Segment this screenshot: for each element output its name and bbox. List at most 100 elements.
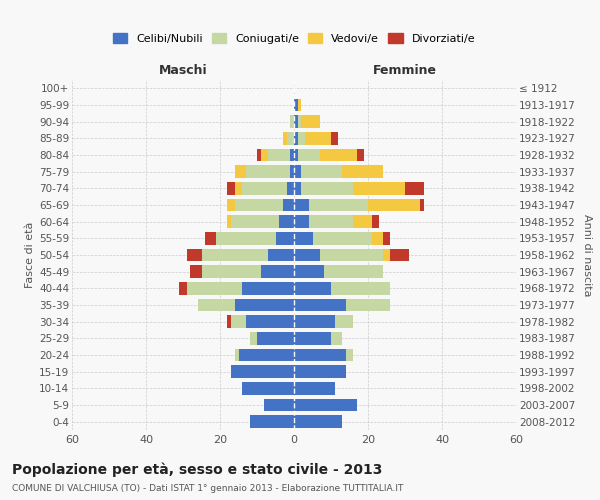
Bar [331,132,338,144]
Bar [368,199,420,211]
Bar [294,399,357,411]
Bar [294,382,335,394]
Bar [323,266,383,278]
Bar [246,166,290,178]
Bar [383,232,390,244]
Text: Femmine: Femmine [373,64,437,76]
Bar [260,266,294,278]
Bar [353,182,405,194]
Bar [298,132,305,144]
Bar [294,332,331,344]
Bar [198,298,235,311]
Bar [275,232,294,244]
Bar [242,182,287,194]
Bar [331,332,342,344]
Bar [242,382,294,394]
Bar [294,132,298,144]
Bar [190,266,202,278]
Y-axis label: Anni di nascita: Anni di nascita [582,214,592,296]
Bar [279,216,294,228]
Bar [231,216,279,228]
Text: Maschi: Maschi [158,64,208,76]
Bar [309,199,368,211]
Bar [187,248,202,261]
Bar [268,248,294,261]
Bar [250,416,294,428]
Bar [235,199,283,211]
Bar [294,166,301,178]
Bar [331,282,390,294]
Bar [261,149,268,162]
Bar [309,216,353,228]
Bar [342,166,383,178]
Text: Popolazione per età, sesso e stato civile - 2013: Popolazione per età, sesso e stato civil… [12,462,382,477]
Legend: Celibi/Nubili, Coniugati/e, Vedovi/e, Divorziati/e: Celibi/Nubili, Coniugati/e, Vedovi/e, Di… [110,30,478,47]
Bar [301,116,320,128]
Bar [305,132,331,144]
Bar [217,232,275,244]
Bar [320,248,383,261]
Bar [357,149,364,162]
Bar [420,199,424,211]
Y-axis label: Fasce di età: Fasce di età [25,222,35,288]
Bar [294,416,342,428]
Bar [294,199,309,211]
Bar [383,248,390,261]
Bar [294,248,320,261]
Bar [205,232,217,244]
Bar [294,149,298,162]
Bar [283,132,287,144]
Text: COMUNE DI VALCHIUSA (TO) - Dati ISTAT 1° gennaio 2013 - Elaborazione TUTTITALIA.: COMUNE DI VALCHIUSA (TO) - Dati ISTAT 1°… [12,484,403,493]
Bar [353,216,372,228]
Bar [346,349,353,361]
Bar [294,232,313,244]
Bar [290,116,294,128]
Bar [250,332,257,344]
Bar [257,332,294,344]
Bar [235,166,246,178]
Bar [235,298,294,311]
Bar [294,282,331,294]
Bar [405,182,424,194]
Bar [265,399,294,411]
Bar [294,349,346,361]
Bar [294,216,309,228]
Bar [235,349,239,361]
Bar [298,116,301,128]
Bar [227,182,235,194]
Bar [227,216,231,228]
Bar [283,199,294,211]
Bar [257,149,260,162]
Bar [235,182,242,194]
Bar [294,116,298,128]
Bar [231,366,294,378]
Bar [294,366,346,378]
Bar [290,149,294,162]
Bar [294,298,346,311]
Bar [179,282,187,294]
Bar [294,182,301,194]
Bar [227,316,231,328]
Bar [294,99,298,112]
Bar [231,316,246,328]
Bar [287,182,294,194]
Bar [227,199,235,211]
Bar [294,266,323,278]
Bar [246,316,294,328]
Bar [320,149,357,162]
Bar [202,266,260,278]
Bar [372,232,383,244]
Bar [390,248,409,261]
Bar [242,282,294,294]
Bar [298,99,301,112]
Bar [268,149,290,162]
Bar [294,316,335,328]
Bar [287,132,294,144]
Bar [239,349,294,361]
Bar [301,182,353,194]
Bar [202,248,268,261]
Bar [313,232,372,244]
Bar [298,149,320,162]
Bar [187,282,242,294]
Bar [301,166,342,178]
